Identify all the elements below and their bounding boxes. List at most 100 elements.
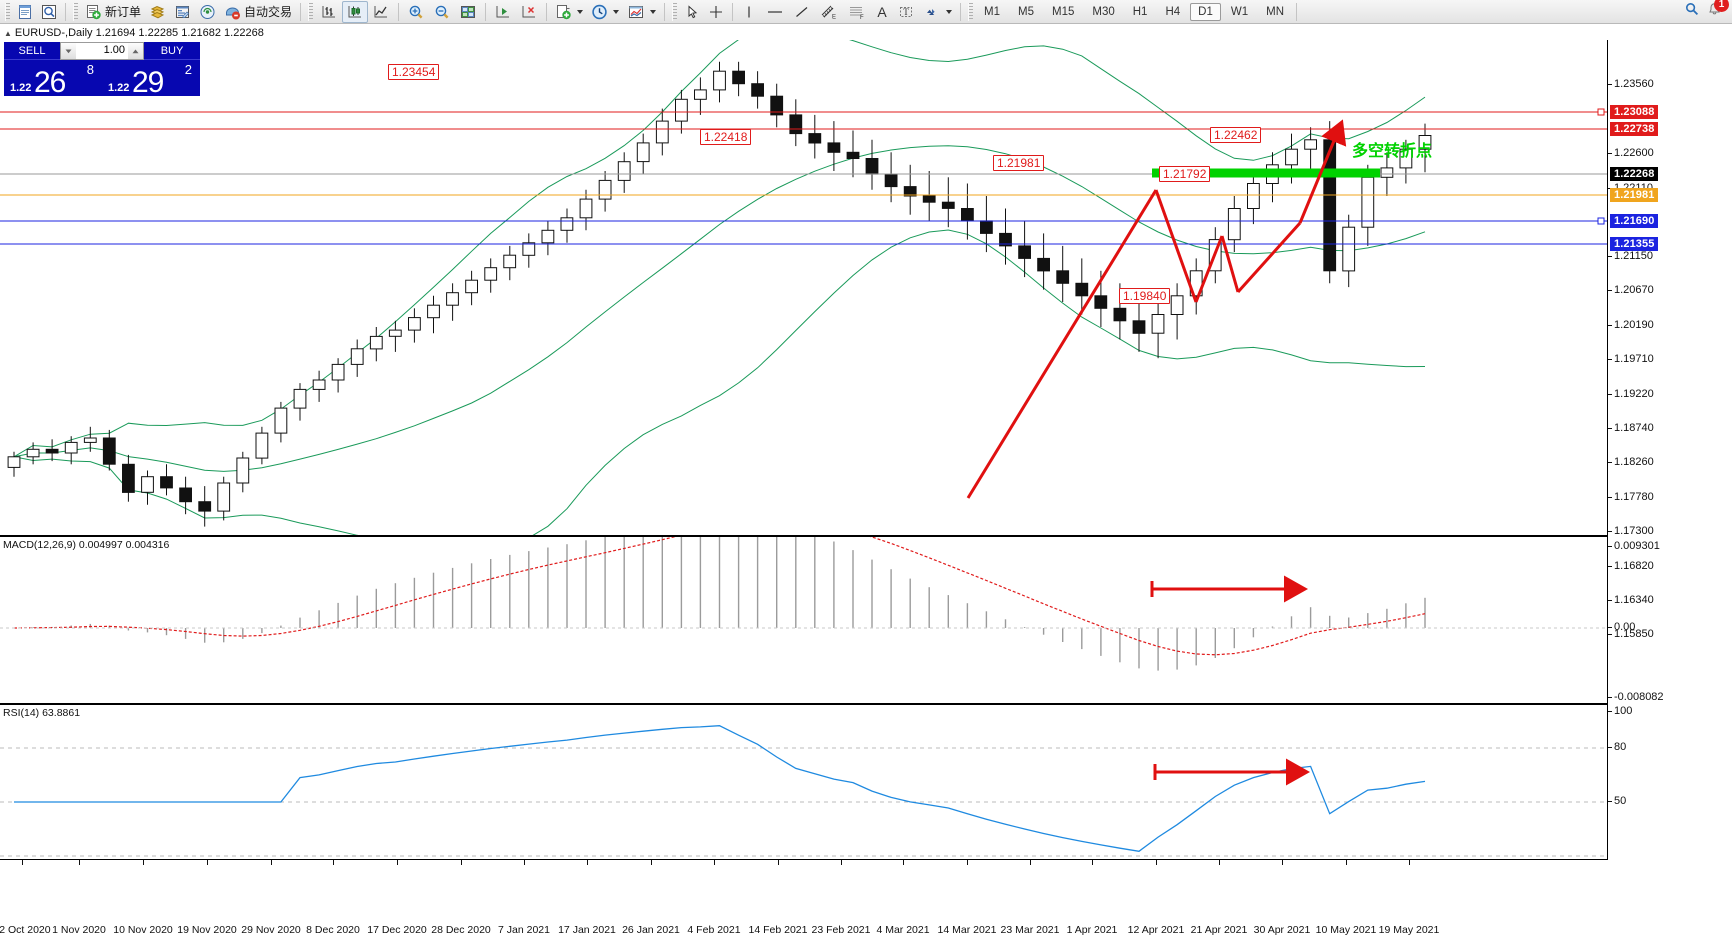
date-tick-mark xyxy=(714,860,715,865)
date-tick-mark xyxy=(397,860,398,865)
chart-windows-icon[interactable] xyxy=(455,1,481,23)
buy-price-main: 29 xyxy=(132,66,164,99)
timeframe-group: M1 M5 M15 M30 H1 H4 D1 W1 MN xyxy=(976,2,1292,21)
date-tick: 28 Dec 2020 xyxy=(431,924,491,936)
chart-shift-icon[interactable] xyxy=(490,1,516,23)
restore-icon[interactable]: ▲ xyxy=(4,29,12,38)
equidistant-channel-icon[interactable]: E xyxy=(815,1,843,23)
price-axis[interactable]: 1.235601.226001.221101.211501.206701.201… xyxy=(1608,40,1732,640)
toolbar-grip[interactable] xyxy=(5,2,10,21)
macd-axis[interactable]: 0.009301 0.00 -0.008082 xyxy=(1607,536,1732,704)
price-level-label[interactable]: 1.23088 xyxy=(1610,105,1659,119)
date-tick-mark xyxy=(903,860,904,865)
toolbar-grip[interactable] xyxy=(73,2,78,21)
volume-value[interactable]: 1.00 xyxy=(76,43,128,59)
chart-autoscroll-icon[interactable] xyxy=(516,1,542,23)
rsi-pane[interactable]: RSI(14) 63.8861 xyxy=(0,704,1608,860)
timeframe-m15[interactable]: M15 xyxy=(1052,5,1075,18)
octp-price-row: 1.22 26 8 1.22 29 2 xyxy=(4,60,200,99)
search-icon[interactable] xyxy=(1684,1,1700,22)
timeframe-m1[interactable]: M1 xyxy=(984,5,1001,18)
candlestick-chart-icon[interactable] xyxy=(342,0,369,23)
periods-clock-icon[interactable] xyxy=(587,1,623,23)
date-tick-mark xyxy=(1030,860,1031,865)
price-level-label[interactable]: 1.22268 xyxy=(1610,167,1659,181)
timeframe-h4[interactable]: H4 xyxy=(1165,5,1181,18)
autotrading-button[interactable]: 自动交易 xyxy=(220,1,296,23)
toolbar-grip[interactable] xyxy=(672,2,678,21)
price-level-label[interactable]: 1.21690 xyxy=(1610,214,1659,228)
trend-reversal-note: 多空转折点 xyxy=(1352,143,1433,160)
bar-chart-icon[interactable] xyxy=(316,1,342,23)
volume-increase-button[interactable] xyxy=(128,43,143,59)
price-callout[interactable]: 1.21792 xyxy=(1159,166,1211,182)
timeframe-m30[interactable]: M30 xyxy=(1092,5,1115,18)
new-order-button[interactable]: 新订单 xyxy=(81,1,145,23)
macd-pane[interactable]: MACD(12,26,9) 0.004997 0.004316 xyxy=(0,536,1608,704)
timeframe-m5[interactable]: M5 xyxy=(1018,5,1034,18)
horizontal-line-icon[interactable] xyxy=(761,1,789,23)
sell-button-label[interactable]: SELL xyxy=(4,42,60,60)
timeframe-mn[interactable]: MN xyxy=(1266,5,1284,18)
date-tick: 17 Dec 2020 xyxy=(367,924,427,936)
date-tick: 17 Jan 2021 xyxy=(558,924,616,936)
date-tick-mark xyxy=(841,860,842,865)
date-tick: 4 Mar 2021 xyxy=(876,924,930,936)
notifications-icon[interactable]: 1 xyxy=(1706,0,1729,23)
chevron-down-icon[interactable] xyxy=(577,9,584,14)
text-icon[interactable]: A xyxy=(877,3,887,20)
toolbar-separator xyxy=(300,2,302,21)
zoom-out-icon[interactable] xyxy=(429,1,455,23)
text-label-icon[interactable]: T xyxy=(893,1,919,23)
price-callout[interactable]: 1.22418 xyxy=(700,129,752,145)
timeframe-d1[interactable]: D1 xyxy=(1190,2,1221,21)
date-tick-mark xyxy=(1092,860,1093,865)
crosshair-icon[interactable] xyxy=(704,1,728,23)
price-callout[interactable]: 1.23454 xyxy=(388,64,440,80)
price-callout[interactable]: 1.22462 xyxy=(1210,127,1262,143)
sell-price-prefix: 1.22 xyxy=(10,82,32,94)
volume-decrease-button[interactable] xyxy=(61,43,76,59)
metaeditor-icon[interactable] xyxy=(170,1,195,23)
volume-stepper[interactable]: 1.00 xyxy=(60,42,144,60)
toolbar-grip[interactable] xyxy=(308,2,314,21)
price-callout[interactable]: 1.21981 xyxy=(993,155,1045,171)
fibonacci-icon[interactable]: F xyxy=(843,1,871,23)
chevron-down-icon[interactable] xyxy=(650,9,657,14)
cursor-arrow-icon[interactable] xyxy=(680,1,704,23)
templates-icon[interactable] xyxy=(623,1,660,23)
price-pane[interactable] xyxy=(0,40,1608,536)
price-level-label[interactable]: 1.21981 xyxy=(1610,188,1659,202)
axis-tick: 80 xyxy=(1607,741,1627,753)
vertical-line-icon[interactable] xyxy=(737,1,761,23)
expert-advisor-icon[interactable] xyxy=(145,1,170,23)
chart-search-icon[interactable] xyxy=(37,1,61,23)
price-level-label[interactable]: 1.22738 xyxy=(1610,122,1659,136)
shapes-icon[interactable] xyxy=(919,1,956,23)
axis-tick: 0.00 xyxy=(1607,621,1636,633)
trendline-icon[interactable] xyxy=(789,1,815,23)
axis-tick: 100 xyxy=(1607,705,1633,717)
autotrading-label: 自动交易 xyxy=(244,5,293,19)
toolbar-separator xyxy=(1296,2,1297,21)
buy-price-button[interactable]: 1.22 29 2 xyxy=(102,60,200,99)
chevron-down-icon[interactable] xyxy=(946,9,953,14)
zoom-in-icon[interactable] xyxy=(403,1,429,23)
price-callout[interactable]: 1.19840 xyxy=(1119,288,1171,304)
buy-button-label[interactable]: BUY xyxy=(144,42,200,60)
toolbar-grip[interactable] xyxy=(968,2,974,21)
rsi-axis[interactable]: 100 80 50 xyxy=(1607,704,1732,860)
price-level-label[interactable]: 1.21355 xyxy=(1610,237,1659,251)
date-tick: 30 Apr 2021 xyxy=(1253,924,1311,936)
sell-price-button[interactable]: 1.22 26 8 xyxy=(4,60,102,99)
timeframe-h1[interactable]: H1 xyxy=(1132,5,1148,18)
date-tick: 14 Feb 2021 xyxy=(748,924,808,936)
signals-icon[interactable] xyxy=(195,1,220,23)
indicators-add-icon[interactable] xyxy=(551,1,587,23)
timeframe-w1[interactable]: W1 xyxy=(1230,5,1249,18)
line-chart-icon[interactable] xyxy=(368,1,394,23)
octp-top-row: SELL 1.00 BUY xyxy=(4,42,200,60)
chevron-down-icon[interactable] xyxy=(613,9,620,14)
document-icon[interactable] xyxy=(13,1,37,23)
